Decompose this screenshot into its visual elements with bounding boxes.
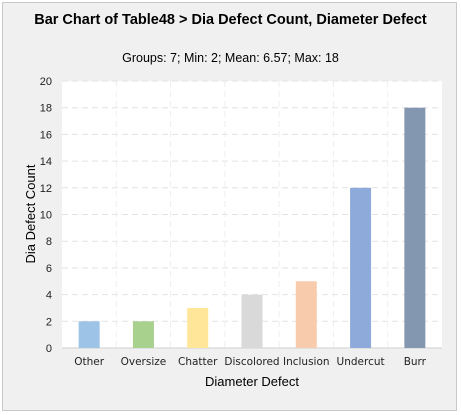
x-tick-label: Discolored bbox=[224, 356, 279, 368]
bar-burr bbox=[404, 107, 426, 348]
y-tick-label: 0 bbox=[46, 343, 52, 355]
y-tick-label: 20 bbox=[40, 76, 52, 88]
y-tick-label: 10 bbox=[40, 210, 52, 222]
x-tick-label: Burr bbox=[404, 356, 427, 368]
bars bbox=[78, 107, 426, 348]
y-tick-label: 18 bbox=[40, 103, 52, 115]
x-axis-label: Diameter Defect bbox=[205, 374, 299, 389]
x-tick-label: Undercut bbox=[337, 356, 385, 368]
x-tick-label: Inclusion bbox=[283, 356, 330, 368]
y-tick-label: 14 bbox=[40, 156, 52, 168]
chart-title: Bar Chart of Table48 > Dia Defect Count,… bbox=[34, 12, 427, 28]
chart-subtitle: Groups: 7; Min: 2; Mean: 6.57; Max: 18 bbox=[122, 51, 339, 65]
y-tick-label: 12 bbox=[40, 183, 52, 195]
x-tick-label: Chatter bbox=[178, 356, 218, 368]
bar-other bbox=[78, 321, 100, 348]
y-tick-label: 6 bbox=[46, 263, 52, 275]
y-tick-label: 2 bbox=[46, 316, 52, 328]
x-tick-label: Oversize bbox=[121, 356, 167, 368]
bar-chatter bbox=[187, 307, 209, 348]
x-tick-label: Other bbox=[74, 356, 104, 368]
bar-undercut bbox=[350, 187, 372, 348]
y-axis-label: Dia Defect Count bbox=[23, 164, 38, 263]
y-tick-label: 8 bbox=[46, 236, 52, 248]
y-tick-labels: 0 2 4 6 8 10 12 14 16 18 20 bbox=[40, 76, 52, 355]
bar-discolored bbox=[241, 294, 263, 348]
y-tick-label: 16 bbox=[40, 129, 52, 141]
bar-inclusion bbox=[295, 281, 317, 348]
bar-oversize bbox=[132, 321, 154, 348]
y-tick-label: 4 bbox=[46, 290, 52, 302]
x-tick-labels: Other Oversize Chatter Discolored Inclusion U… bbox=[74, 356, 426, 368]
